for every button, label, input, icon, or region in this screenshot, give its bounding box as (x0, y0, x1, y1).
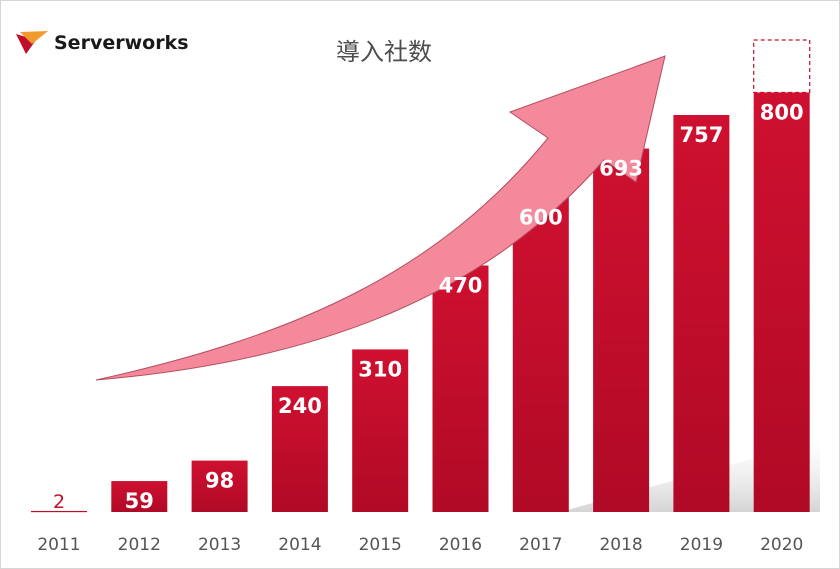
x-tick-2014: 2014 (278, 535, 321, 555)
bars-layer (31, 39, 811, 513)
x-tick-2016: 2016 (439, 535, 482, 555)
bar-2020 (753, 92, 810, 512)
bar-2016 (432, 265, 489, 512)
chart-title: 導入社数 (336, 38, 432, 66)
data-label-2016: 470 (439, 274, 483, 298)
bar-2017 (512, 197, 569, 513)
data-label-2020: 800 (760, 100, 804, 124)
x-tick-2012: 2012 (118, 535, 161, 555)
x-tick-2013: 2013 (198, 535, 241, 555)
bar-projection-2020 (753, 39, 811, 94)
labels-layer: 2 59 98 240 310 470 600 693 757 800 (53, 100, 804, 513)
serverworks-logo-icon (16, 31, 48, 54)
x-tick-2020: 2020 (760, 535, 803, 555)
data-label-2019: 757 (679, 123, 723, 147)
x-tick-2018: 2018 (599, 535, 642, 555)
bar-2015 (352, 349, 409, 512)
brand-name: Serverworks (54, 32, 189, 54)
trend-arrow (95, 55, 666, 381)
data-label-2015: 310 (358, 357, 402, 381)
x-tick-2011: 2011 (37, 535, 80, 555)
x-tick-2015: 2015 (359, 535, 402, 555)
x-tick-2017: 2017 (519, 535, 562, 555)
brand-logo: Serverworks (14, 30, 189, 56)
bar-2011 (31, 510, 87, 513)
data-label-2018: 693 (599, 157, 643, 181)
bar-2018 (593, 148, 650, 512)
data-label-2011: 2 (53, 491, 65, 513)
ticks-layer: 2011 2012 2013 2014 2015 2016 2017 2018 2019 2020 (37, 535, 803, 555)
data-label-2013: 98 (205, 469, 234, 493)
bar-2013 (191, 460, 248, 512)
bar-2019 (673, 114, 730, 513)
bar-2014 (271, 386, 328, 512)
data-label-2012: 59 (125, 489, 154, 513)
data-label-2014: 240 (278, 394, 322, 418)
bar-2012 (111, 481, 168, 512)
data-label-2017: 600 (519, 205, 563, 229)
x-tick-2019: 2019 (680, 535, 723, 555)
